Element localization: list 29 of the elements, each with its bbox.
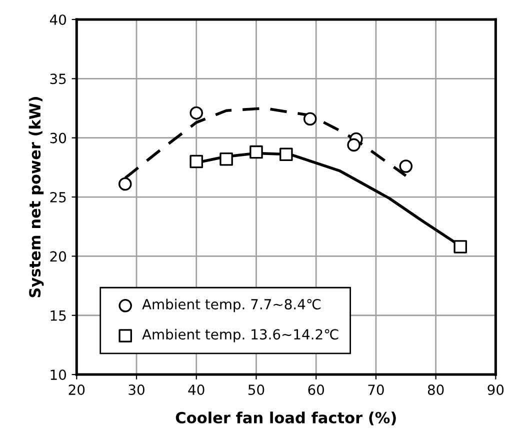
point xyxy=(190,106,204,120)
point xyxy=(280,148,293,162)
y-tick-label: 40 xyxy=(50,14,66,25)
point xyxy=(454,240,467,254)
y-axis-title: System net power (kW) xyxy=(28,97,44,298)
x-axis-title: Cooler fan load factor (%) xyxy=(176,412,396,426)
x-tick-label: 70 xyxy=(368,384,384,396)
legend-label: Ambient temp. 7.7∼8.4℃ xyxy=(142,298,321,312)
point xyxy=(220,152,233,166)
y-tick-label: 25 xyxy=(50,192,66,202)
y-tick-label: 15 xyxy=(50,310,66,321)
point xyxy=(303,112,317,126)
x-tick-label: 40 xyxy=(188,384,204,396)
y-tick-label: 35 xyxy=(50,74,66,84)
point xyxy=(250,145,263,159)
x-tick-label: 90 xyxy=(488,384,504,396)
point xyxy=(347,138,360,152)
point xyxy=(118,177,132,191)
x-tick-label: 60 xyxy=(308,384,324,396)
point xyxy=(399,160,413,173)
x-tick-label: 20 xyxy=(68,384,85,396)
x-tick-label: 80 xyxy=(428,384,444,396)
y-tick-label: 20 xyxy=(50,251,66,262)
y-tick-label: 10 xyxy=(50,370,66,380)
y-tick-label: 30 xyxy=(50,132,66,144)
legend-label: Ambient temp. 13.6∼14.2℃ xyxy=(142,328,338,342)
x-tick-label: 30 xyxy=(128,384,144,396)
x-tick-label: 50 xyxy=(248,384,264,396)
point xyxy=(190,154,204,168)
